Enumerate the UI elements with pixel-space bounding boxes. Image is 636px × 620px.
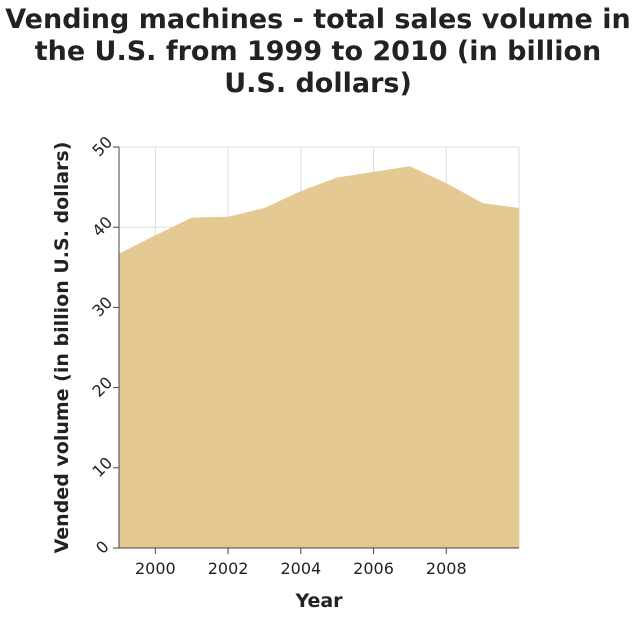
axes — [118, 147, 519, 549]
x-tick-label-2004: 2004 — [280, 559, 321, 578]
y-tick-label-30: 30 — [88, 293, 116, 321]
y-tick-label-50: 50 — [88, 132, 116, 160]
y-axis-label: Vended volume (in billion U.S. dollars) — [51, 142, 73, 554]
sales-volume-area — [119, 166, 519, 549]
y-tick-label-10: 10 — [88, 453, 116, 481]
y-tick-label-40: 40 — [88, 213, 116, 241]
x-tick-label-2000: 2000 — [135, 559, 176, 578]
x-tick-label-2006: 2006 — [353, 559, 394, 578]
y-axis-ticks: 0 10 20 30 40 50 — [88, 132, 119, 558]
x-tick-label-2002: 2002 — [208, 559, 249, 578]
x-tick-label-2008: 2008 — [426, 559, 467, 578]
y-tick-label-20: 20 — [88, 373, 116, 401]
x-axis-label: Year — [294, 590, 343, 612]
x-axis-ticks: 2000 2002 2004 2006 2008 — [135, 548, 467, 578]
chart-title: Vending machines - total sales volume in… — [5, 4, 631, 99]
y-tick-label-0: 0 — [92, 537, 113, 558]
